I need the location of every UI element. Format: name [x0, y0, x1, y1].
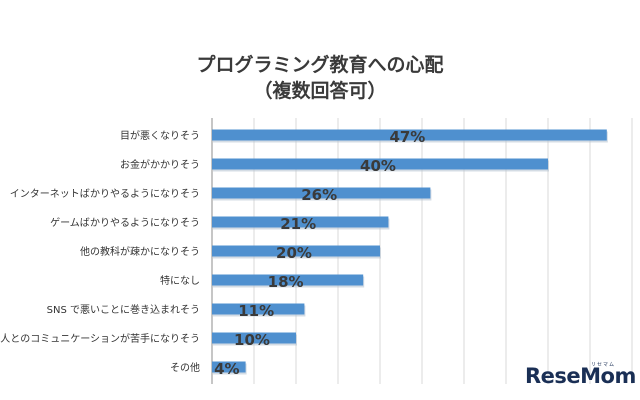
category-label: ゲームばかりやるようになりそう [50, 217, 200, 229]
bar [212, 245, 380, 257]
data-label: 4% [214, 360, 239, 378]
category-label: 他の教科が疎かになりそう [80, 245, 200, 258]
data-label: 26% [301, 186, 337, 204]
resemom-logo: ReseMom [525, 364, 636, 388]
category-label: その他 [170, 361, 200, 374]
data-label: 11% [238, 302, 274, 320]
data-label: 21% [280, 215, 316, 233]
chart-title: プログラミング教育への心配 [196, 54, 444, 76]
bar [212, 361, 246, 373]
bar [212, 303, 305, 315]
bar [212, 274, 364, 286]
data-label: 10% [234, 331, 270, 349]
data-label: 18% [268, 273, 304, 291]
category-label: インターネットばかりやるようになりそう [10, 188, 200, 200]
bar [212, 158, 548, 170]
data-label: 20% [276, 244, 312, 262]
resemom-logo-sub: リセマム [591, 362, 616, 368]
category-label: SNS で悪いことに巻き込まれそう [47, 304, 200, 316]
category-label: お金がかかりそう [120, 158, 200, 171]
bar [212, 187, 431, 199]
data-label: 47% [389, 128, 425, 146]
category-label: 人とのコミュニケーションが苦手になりそう [0, 332, 200, 345]
bar [212, 216, 389, 228]
category-label: 目が悪くなりそう [120, 129, 200, 142]
data-label: 40% [360, 157, 396, 175]
bar [212, 332, 296, 344]
chart-subtitle: （複数回答可） [253, 80, 387, 102]
bar [212, 129, 607, 141]
category-label: 特になし [160, 275, 200, 287]
